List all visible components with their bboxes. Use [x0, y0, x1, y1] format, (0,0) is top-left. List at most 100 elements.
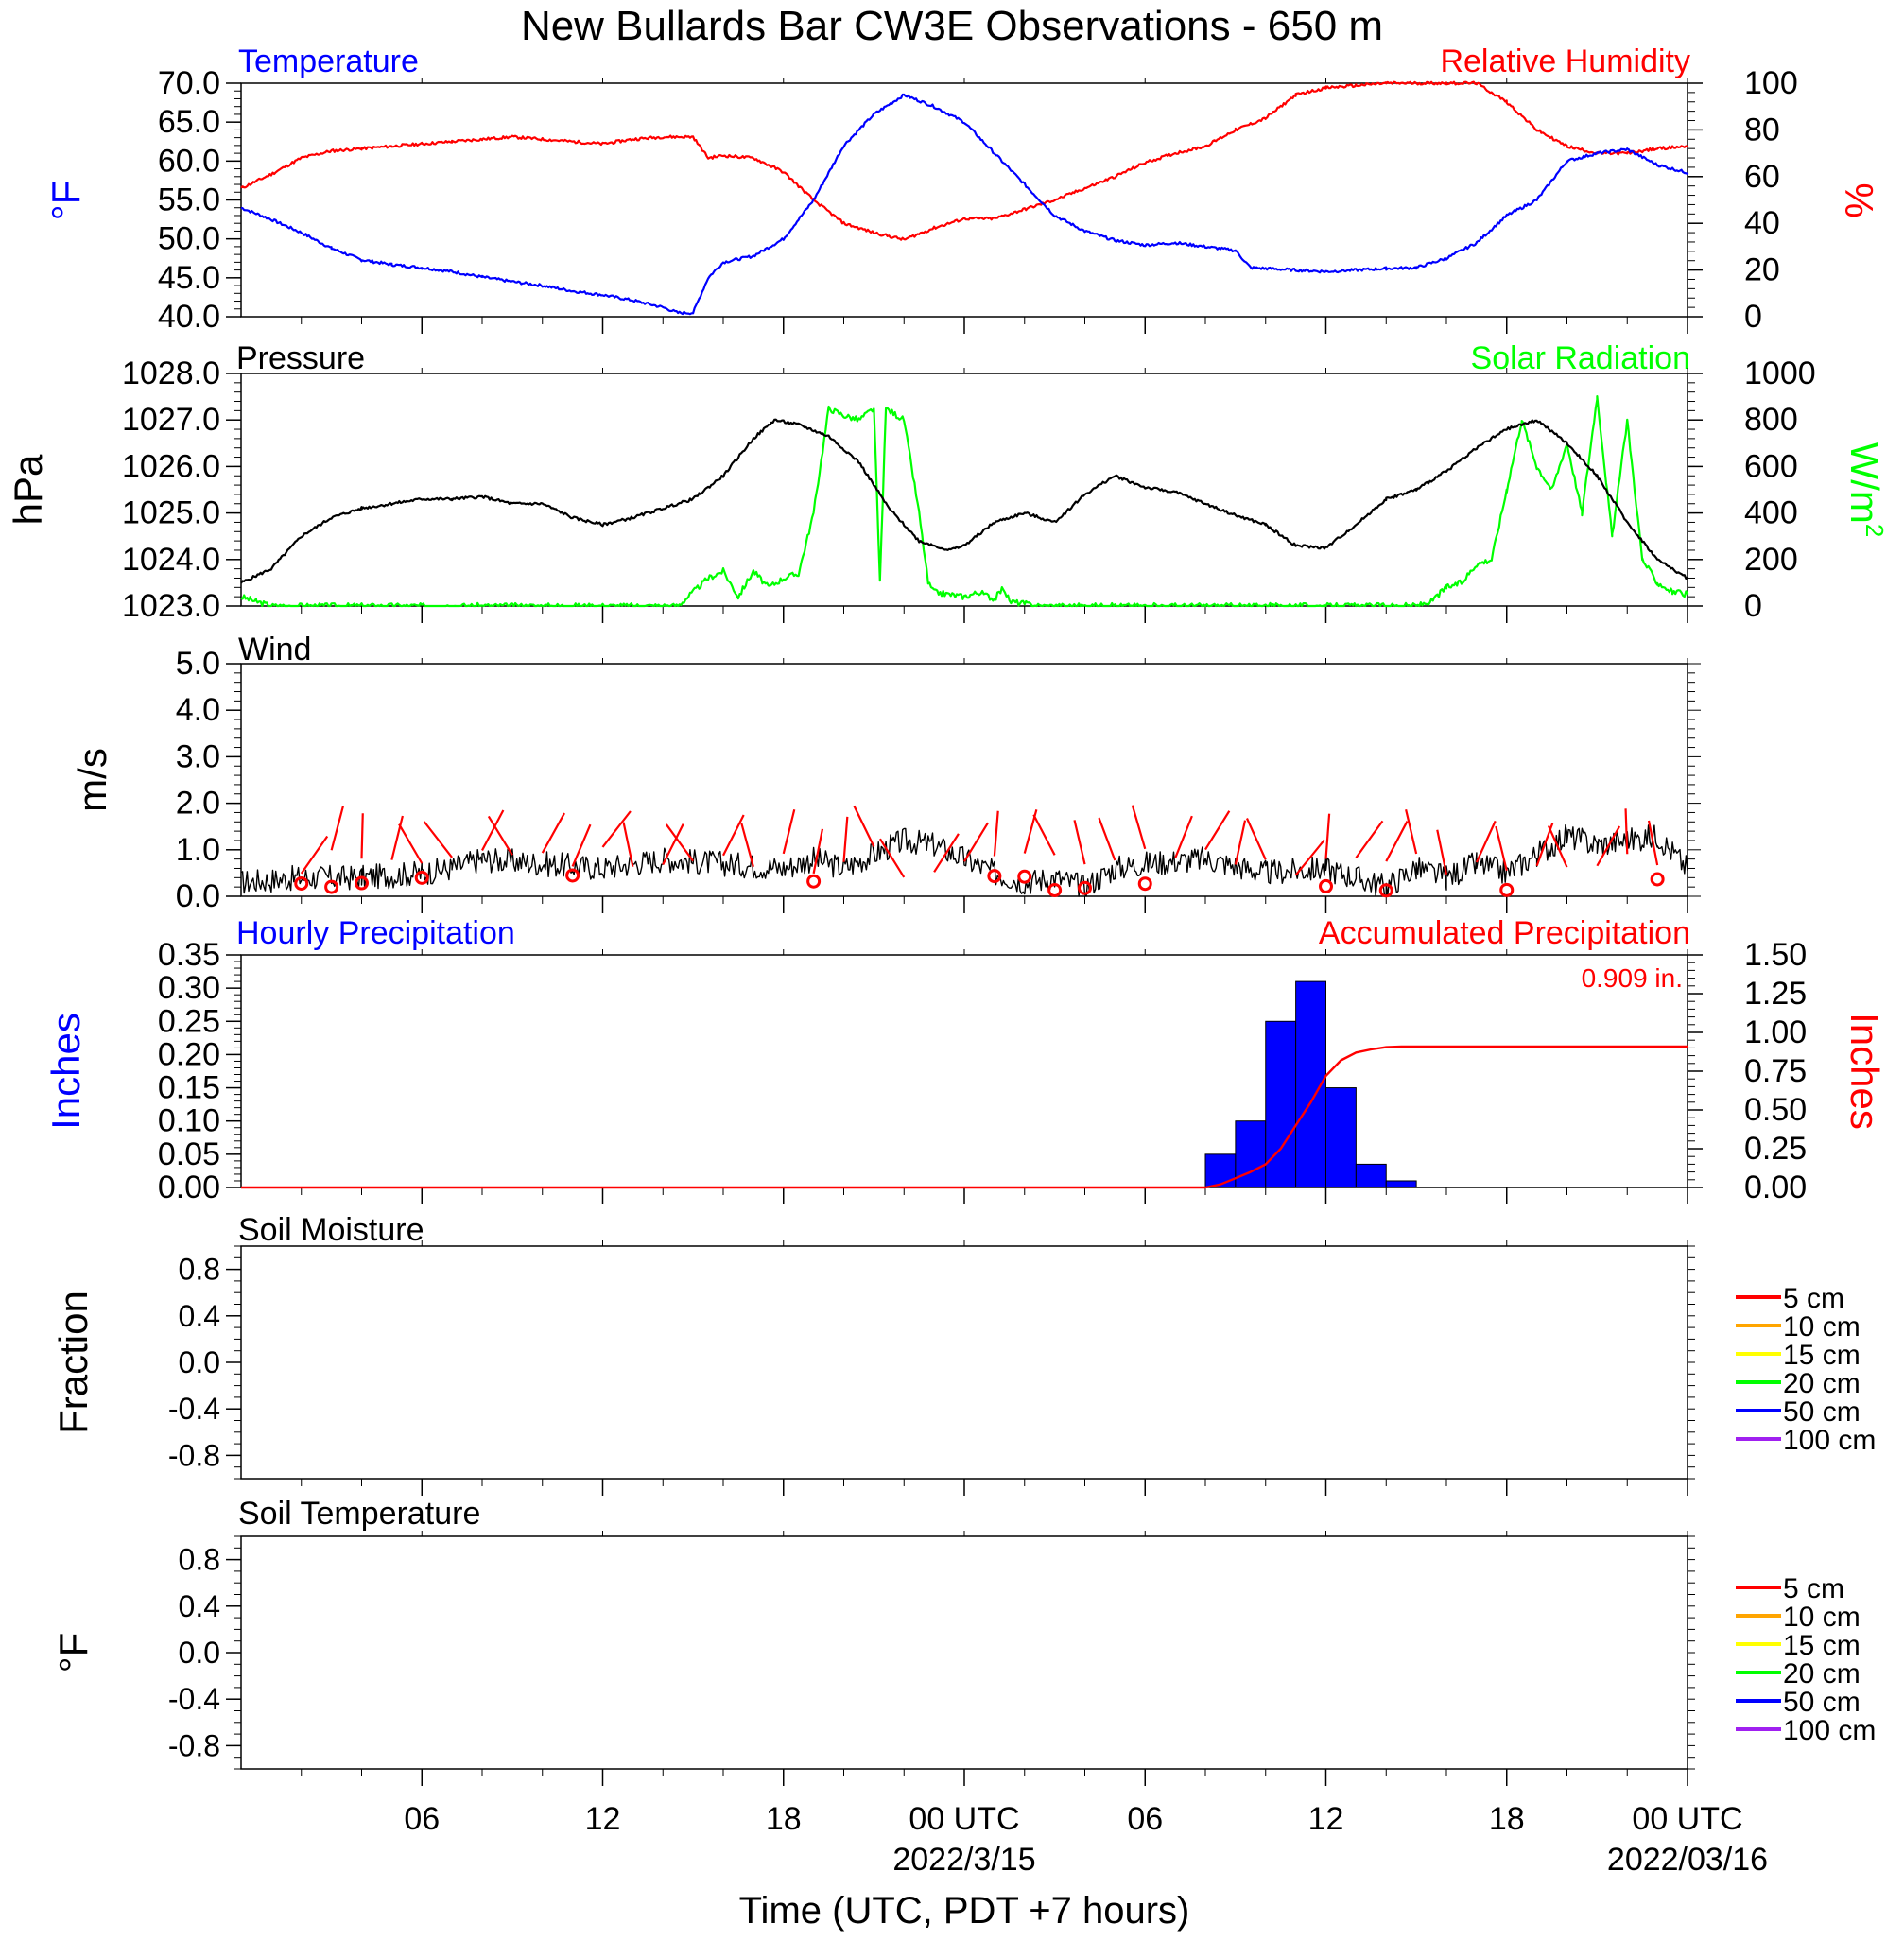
legend-label: 5 cm: [1783, 1283, 1844, 1314]
soil-axis-tick-label: -0.4: [168, 1682, 220, 1716]
legend-label: 100 cm: [1783, 1425, 1876, 1456]
humidity-line: [240, 80, 1689, 241]
wind-axis-tick-label: 4.0: [176, 692, 220, 728]
temperature-axis-tick-label: 70.0: [158, 65, 220, 101]
soil-axis-tick-label: 0.8: [179, 1253, 220, 1287]
wind-barb: [622, 822, 634, 867]
hourly-precip-axis-tick-label: 0.35: [158, 937, 220, 973]
pressure-axis-tick-label: 1028.0: [122, 355, 220, 391]
calm-wind-marker: [987, 869, 1002, 884]
wind-title: Wind: [238, 632, 311, 667]
humidity-axis-tick-label: 80: [1744, 112, 1780, 147]
calm-wind-marker: [1319, 878, 1333, 893]
wind-barb: [1174, 815, 1193, 859]
legend-label: 100 cm: [1783, 1715, 1876, 1746]
temperature-title: Temperature: [238, 43, 419, 79]
x-axis-label: Time (UTC, PDT +7 hours): [739, 1890, 1190, 1932]
wind-axis-tick-label: 0.0: [176, 878, 220, 914]
precip-bar: [1355, 1163, 1387, 1188]
humidity-title: Relative Humidity: [1440, 43, 1690, 79]
x-tick-label: 18: [766, 1801, 802, 1837]
temperature-line: [240, 93, 1689, 316]
temperature-axis-tick-label: 55.0: [158, 182, 220, 218]
calm-wind-marker: [1650, 872, 1665, 887]
x-tick-label: 00 UTC: [1632, 1801, 1742, 1837]
x-tick-label: 06: [1127, 1801, 1163, 1837]
wind-barb: [423, 821, 453, 858]
x-tick-label: 12: [585, 1801, 621, 1837]
wind-barb: [360, 813, 364, 859]
x-tick-label: 00 UTC: [909, 1801, 1019, 1837]
wind-barb: [1495, 825, 1508, 871]
wind-barb: [1355, 820, 1384, 858]
calm-wind-marker: [294, 875, 309, 891]
hourly-precip-title: Hourly Precipitation: [236, 915, 515, 951]
soil-axis-tick-label: -0.8: [168, 1728, 220, 1762]
x-tick-label: 06: [404, 1801, 440, 1837]
calm-wind-marker: [1378, 883, 1393, 898]
wind-axis-tick-label: 1.0: [176, 832, 220, 868]
humidity-axis-tick-label: 40: [1744, 205, 1780, 241]
precip-bar: [1265, 1020, 1297, 1188]
wind-barb: [1204, 810, 1231, 851]
temperature-axis-tick-label: 60.0: [158, 143, 220, 179]
pressure-axis-tick-label: 1025.0: [122, 495, 220, 531]
wind-barb: [541, 812, 565, 854]
calm-wind-marker: [1499, 882, 1515, 897]
wind-barb: [812, 828, 824, 875]
calm-wind-marker: [414, 870, 429, 885]
solar-axis-tick-label: 600: [1744, 448, 1798, 484]
wind-barb: [740, 823, 754, 868]
precip-right-unit: Inches: [1843, 1013, 1887, 1130]
wind-line: [240, 824, 1688, 897]
temperature-axis-tick-label: 50.0: [158, 221, 220, 257]
calm-wind-marker: [565, 868, 580, 883]
calm-wind-marker: [324, 879, 339, 894]
wind-barb: [993, 810, 999, 857]
panel-wind: Wind m/s 5.0 4.0 3.0 2.0 1.0 0.0: [70, 632, 1701, 914]
wind-barb: [1385, 821, 1409, 862]
precip-total: 0.909 in.: [1582, 963, 1683, 993]
legend-label: 5 cm: [1783, 1573, 1844, 1604]
accum-precip-axis-tick-label: 1.50: [1744, 937, 1807, 973]
wind-barb: [300, 835, 329, 875]
wind-barb: [853, 805, 875, 847]
solar-axis-tick-label: 0: [1744, 588, 1762, 624]
soil-axis-tick-label: -0.8: [168, 1438, 220, 1472]
humidity-axis-tick-label: 60: [1744, 159, 1780, 195]
accum-precip-axis-tick-label: 0.00: [1744, 1170, 1807, 1205]
soil-axis-tick-label: 0.4: [179, 1299, 220, 1333]
soil-axis-tick-label: -0.4: [168, 1392, 220, 1426]
humidity-axis-tick-label: 20: [1744, 252, 1780, 288]
hourly-precip-axis-tick-label: 0.00: [158, 1170, 220, 1205]
solar-axis-tick-label: 800: [1744, 402, 1798, 438]
wind-barb: [782, 809, 796, 855]
panel-precipitation: Hourly Precipitation Accumulated Precipi…: [43, 915, 1887, 1205]
solar-axis-tick-label: 200: [1744, 542, 1798, 578]
soil-moisture-title: Soil Moisture: [238, 1212, 424, 1248]
hourly-precip-axis-tick-label: 0.15: [158, 1070, 220, 1106]
calm-wind-marker: [1078, 880, 1092, 895]
wind-barb: [481, 809, 505, 851]
pressure-axis-tick-label: 1023.0: [122, 588, 220, 624]
humidity-axis-tick-label: 0: [1744, 299, 1762, 335]
soil-temperature-title: Soil Temperature: [238, 1496, 480, 1532]
panel-soil-temperature: Soil Temperature °F 0.8 0.4 0.0 -0.4 -0.8 5 c…: [51, 1496, 1876, 1786]
solar-axis-tick-label: 1000: [1744, 355, 1816, 391]
x-tick-label: 12: [1308, 1801, 1344, 1837]
x-axis: 06 12 18 00 UTC 2022/3/15 06 12 18 00 UTC 2022/03…: [404, 1801, 1768, 1878]
x-date-label: 2022/03/16: [1607, 1842, 1768, 1878]
soil-axis-tick-label: 0.4: [179, 1589, 220, 1623]
pressure-axis-tick-label: 1027.0: [122, 402, 220, 438]
legend-label: 20 cm: [1783, 1368, 1861, 1399]
soil-axis-tick-label: 0.8: [179, 1543, 220, 1577]
accum-precip-title: Accumulated Precipitation: [1319, 915, 1690, 951]
wind-barb: [1436, 829, 1448, 875]
humidity-unit: %: [1837, 182, 1881, 217]
solar-unit-exponent: 2: [1861, 524, 1889, 537]
wind-barb: [601, 810, 632, 848]
accum-precip-axis-tick-label: 1.00: [1744, 1014, 1807, 1050]
panel-soil-moisture: Soil Moisture Fraction 0.8 0.4 0.0 -0.4 -0.8…: [51, 1212, 1876, 1496]
hourly-precip-axis-tick-label: 0.30: [158, 970, 220, 1006]
